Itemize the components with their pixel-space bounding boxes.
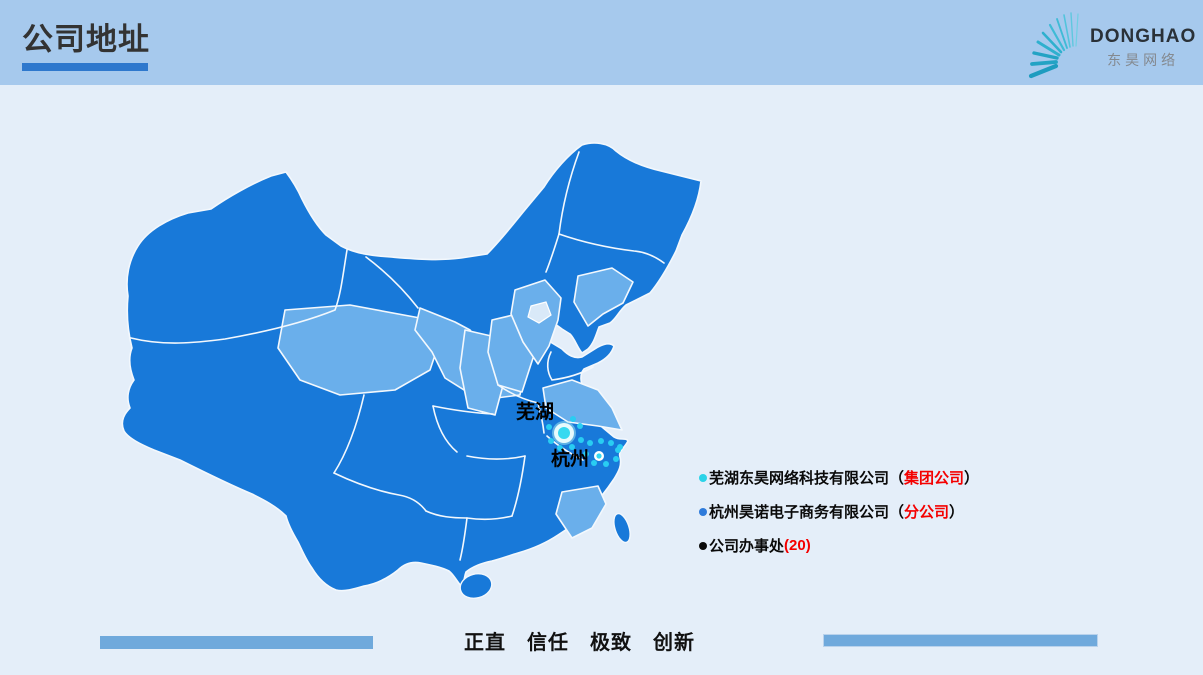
legend-company-name: 芜湖东昊网络科技有限公司 — [709, 470, 890, 487]
map-legend: 芜湖东昊网络科技有限公司 （ 集团公司 ） 杭州昊诺电子商务有限公司 （ 分公司… — [699, 466, 979, 568]
legend-office-count: (20) — [784, 537, 811, 554]
legend-paren-close: ） — [949, 504, 965, 521]
province-fujian — [555, 485, 607, 539]
legend-item-group-company: 芜湖东昊网络科技有限公司 （ 集团公司 ） — [699, 466, 979, 489]
page-title: 公司地址 — [22, 22, 150, 57]
province-liaoning — [573, 267, 634, 327]
province-borders — [130, 151, 665, 561]
blue-bullet-icon — [699, 507, 707, 516]
legend-paren-open: （ — [889, 470, 905, 487]
black-bullet-icon — [699, 541, 707, 550]
legend-company-name: 杭州昊诺电子商务有限公司 — [709, 504, 890, 521]
light-provinces — [277, 267, 634, 539]
legend-paren-open: （ — [889, 504, 905, 521]
legend-item-offices: 公司办事处 (20) — [699, 534, 979, 557]
marker-wuhu — [546, 416, 584, 451]
hangzhou-office-dots — [583, 438, 623, 467]
wuhu-office-dots — [546, 416, 584, 451]
footer-bar-right — [823, 634, 1098, 647]
legend-item-branch-company: 杭州昊诺电子商务有限公司 （ 分公司 ） — [699, 500, 979, 523]
logo-fan-icon — [1028, 12, 1079, 79]
island-taiwan — [613, 512, 631, 544]
logo-text: DONGHAO 东昊网络 — [1090, 26, 1196, 70]
company-slogan: 正直 信任 极致 创新 — [464, 632, 695, 654]
legend-company-type: 分公司 — [904, 504, 950, 521]
title-underline — [22, 63, 148, 71]
company-logo: DONGHAO 东昊网络 — [1026, 4, 1195, 82]
island-hainan — [459, 572, 493, 600]
china-map — [121, 142, 702, 600]
city-label-hangzhou: 杭州 — [551, 449, 590, 470]
legend-paren-close: ） — [964, 470, 980, 487]
legend-company-type: 集团公司 — [904, 470, 965, 487]
cyan-bullet-icon — [699, 473, 707, 482]
logo-subtitle: 东昊网络 — [1107, 52, 1180, 68]
marker-hangzhou — [583, 438, 623, 467]
legend-company-name: 公司办事处 — [709, 538, 785, 555]
province-qinghai — [277, 304, 441, 396]
province-jiangsu — [542, 379, 623, 431]
header-bar: 公司地址 DONGHAO 东昊网络 — [0, 0, 1203, 85]
province-beijing — [527, 301, 552, 324]
city-label-wuhu: 芜湖 — [516, 402, 555, 423]
footer-bar-left — [100, 636, 373, 649]
logo-name: DONGHAO — [1090, 26, 1197, 47]
